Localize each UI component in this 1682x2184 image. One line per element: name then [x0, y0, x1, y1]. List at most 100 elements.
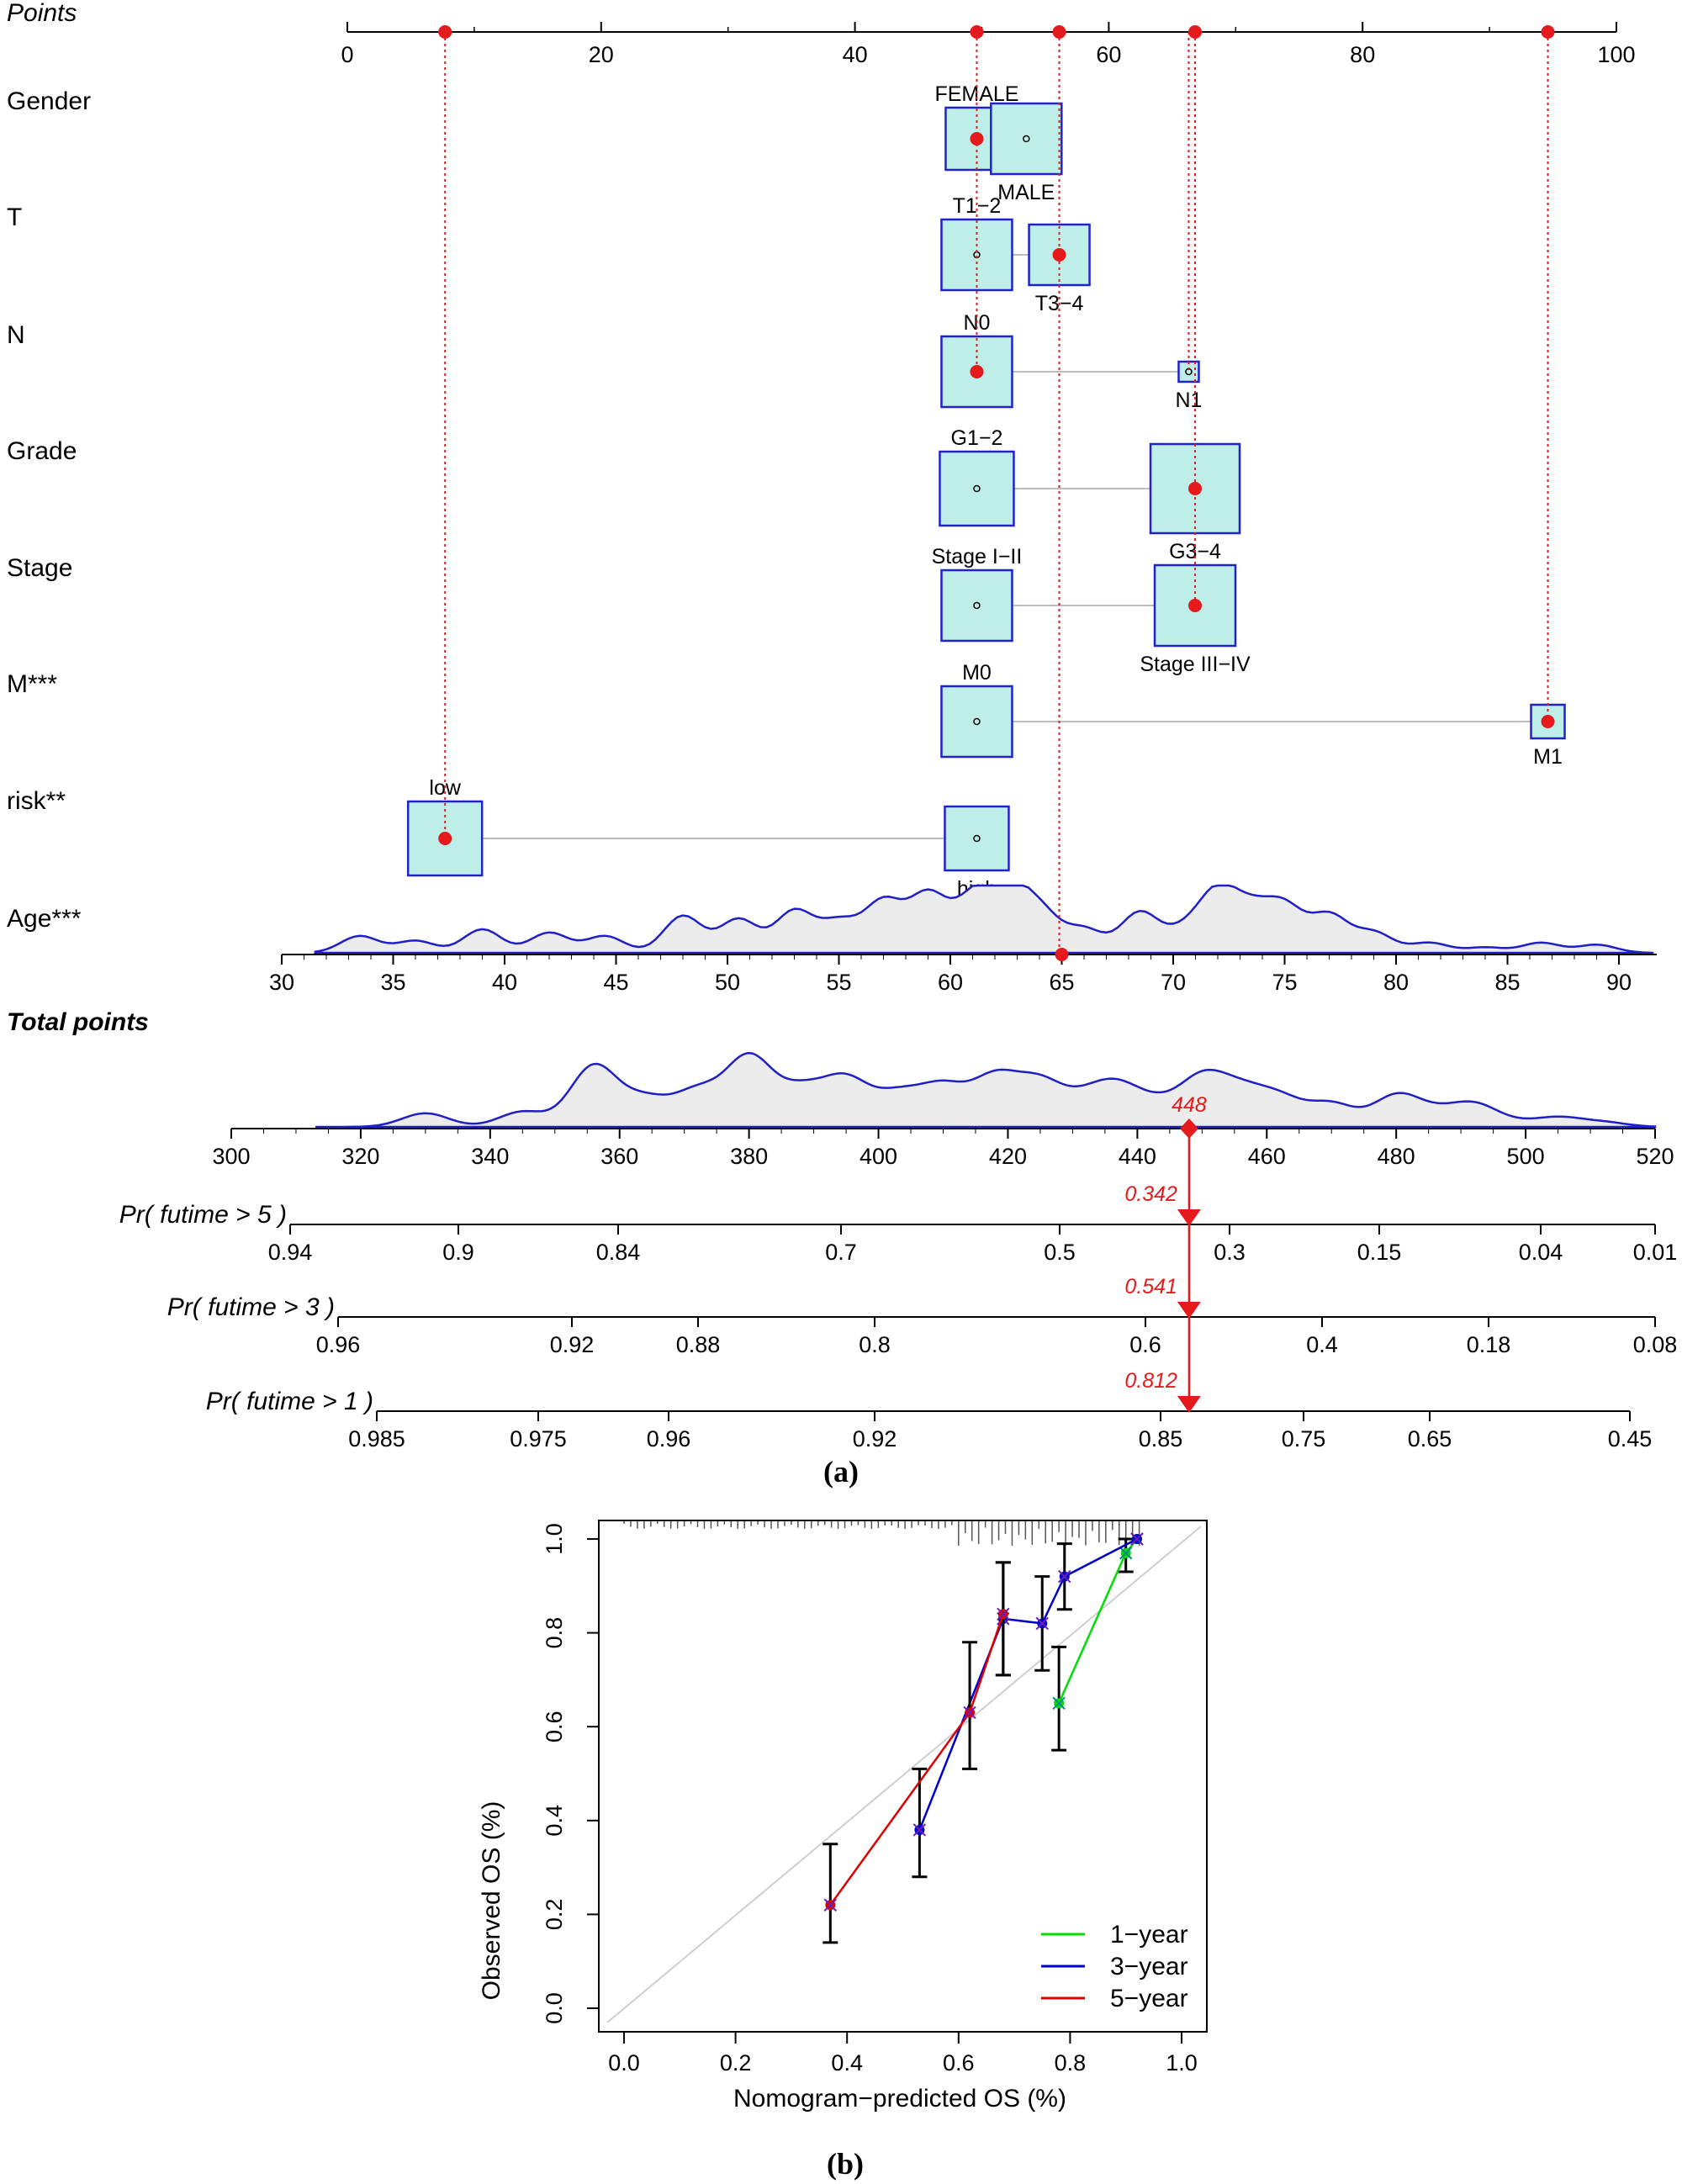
probability-tick-label: 0.92: [853, 1426, 897, 1452]
age-selected-marker: [1055, 948, 1069, 961]
probability-tick-label: 0.96: [647, 1426, 691, 1452]
panel-b-label: (b): [827, 2147, 864, 2181]
y-tick-label: 0.4: [542, 1805, 567, 1837]
series-line: [829, 1613, 1004, 1906]
probability-tick-label: 0.975: [510, 1426, 567, 1452]
probability-tick-label: 0.94: [268, 1240, 313, 1265]
series-5−year: [822, 1561, 1011, 1944]
total-tick-label: 360: [600, 1144, 638, 1169]
level-box: [939, 450, 1015, 527]
age-tick-label: 70: [1161, 970, 1186, 995]
total-tick-label: 380: [730, 1144, 768, 1169]
y-tick-label: 0.6: [542, 1711, 567, 1742]
series-cross-marker: [1058, 1569, 1071, 1584]
probability-tick-label: 0.84: [596, 1240, 641, 1265]
probability-tick-label: 0.7: [825, 1240, 857, 1265]
level-center-dot: [973, 717, 981, 726]
probability-tick-label: 0.15: [1357, 1240, 1402, 1265]
total-tick-label: 500: [1507, 1144, 1545, 1169]
level-label: G1−2: [951, 426, 1003, 450]
x-axis: 0.0 0.2 0.4 0.6 0.8 1.0: [608, 2032, 1198, 2076]
level-label: M0: [962, 661, 992, 685]
total-points-axis: 300 320 340 360 380 400 420 440 460 480 500 520: [212, 1128, 1674, 1169]
points-marker: [1188, 25, 1203, 39]
age-tick-label: 35: [380, 970, 405, 995]
probability-tick-label: 0.92: [550, 1332, 595, 1357]
probability-value: 0.342: [1124, 1182, 1177, 1206]
probability-tick-label: 0.18: [1467, 1332, 1511, 1357]
total-tick-label: 460: [1248, 1144, 1286, 1169]
variable-label: Stage: [7, 554, 72, 582]
age-tick-label: 30: [269, 970, 294, 995]
level-label: M1: [1533, 745, 1563, 769]
variable-label: T: [7, 204, 22, 231]
series-cross-marker: [1035, 1616, 1049, 1631]
y-axis: 0.0 0.2 0.4 0.6 0.8 1.0: [542, 1523, 599, 2024]
calibration-rug: [623, 1520, 1140, 1546]
series-3−year: [912, 1532, 1144, 1879]
variable-label: risk**: [7, 787, 66, 815]
total-tick-label: 340: [471, 1144, 509, 1169]
variable-label: N: [7, 321, 25, 349]
probability-tick-label: 0.85: [1139, 1426, 1183, 1452]
total-tick-label: 300: [212, 1144, 250, 1169]
probability-tick-label: 0.65: [1408, 1426, 1452, 1452]
probability-value: 0.541: [1124, 1275, 1177, 1298]
probability-tick-label: 0.5: [1044, 1240, 1076, 1265]
selected-level-dot: [438, 832, 452, 845]
level-box: [940, 568, 1013, 643]
age-tick-label: 40: [492, 970, 517, 995]
calibration-series: [822, 1532, 1144, 1944]
y-tick-label: 1.0: [542, 1523, 567, 1555]
nomogram-panel: Points 0 20 40 60 80 100 Gender T N Grade Stage M*…: [7, 0, 1677, 1489]
selected-level-dot: [1052, 248, 1066, 262]
level-center-dot: [973, 601, 981, 610]
total-tick-label: 400: [860, 1144, 897, 1169]
total-points-value: 448: [1172, 1093, 1207, 1117]
points-marker: [1541, 25, 1555, 39]
probability-tick-label: 0.4: [1306, 1332, 1338, 1357]
points-tick-label: 0: [341, 42, 353, 67]
probability-value: 0.812: [1124, 1369, 1177, 1393]
projection-lines: [444, 32, 1549, 955]
variable-label: Grade: [7, 437, 77, 465]
y-axis-label: Observed OS (%): [478, 1801, 505, 2001]
level-label: Stage I−II: [932, 545, 1023, 568]
probability-tick-label: 0.45: [1608, 1426, 1653, 1452]
series-cross-marker: [963, 1705, 976, 1720]
probability-tick-label: 0.75: [1282, 1426, 1326, 1452]
points-tick-label: 20: [589, 42, 614, 67]
probability-axis-label: Pr( futime > 3 ): [167, 1293, 335, 1321]
calibration-panel: 0.0 0.2 0.4 0.6 0.8 1.0 0.0 0.2 0.4 0.6 0.8 1.0 1−…: [478, 1520, 1208, 2181]
probability-tick-label: 0.96: [316, 1332, 361, 1357]
age-tick-label: 75: [1272, 970, 1297, 995]
level-box: [940, 685, 1013, 759]
series-cross-marker: [1052, 1696, 1066, 1711]
x-tick-label: 0.8: [1055, 2050, 1087, 2076]
probability-tick-label: 0.88: [676, 1332, 721, 1357]
legend-label: 5−year: [1110, 1985, 1188, 2012]
x-tick-label: 1.0: [1166, 2050, 1198, 2076]
total-points-label: Total points: [7, 1008, 149, 1036]
points-tick-label: 100: [1597, 42, 1635, 67]
probability-tick-label: 0.9: [442, 1240, 474, 1265]
panel-a-label: (a): [823, 1455, 859, 1489]
points-marker: [1052, 25, 1066, 39]
level-center-dot: [973, 484, 981, 493]
points-marker: [438, 25, 452, 39]
level-label: Stage III−IV: [1140, 653, 1251, 676]
probability-tick-label: 0.985: [348, 1426, 405, 1452]
probability-tick-label: 0.04: [1519, 1240, 1563, 1265]
points-markers: [438, 25, 1555, 961]
age-tick-label: 65: [1049, 970, 1074, 995]
series-cross-marker: [823, 1898, 838, 1912]
total-points-density-curve: [315, 1051, 1657, 1129]
level-label: MALE: [997, 181, 1055, 204]
total-tick-label: 420: [989, 1144, 1027, 1169]
series-cross-marker: [1130, 1532, 1144, 1546]
points-tick-label: 60: [1096, 42, 1121, 67]
age-tick-label: 50: [715, 970, 740, 995]
age-axis: 30 35 40 45 50 55 60 65 70 75 80 85 90 Age***: [7, 905, 1657, 995]
y-tick-label: 0.2: [542, 1899, 567, 1931]
